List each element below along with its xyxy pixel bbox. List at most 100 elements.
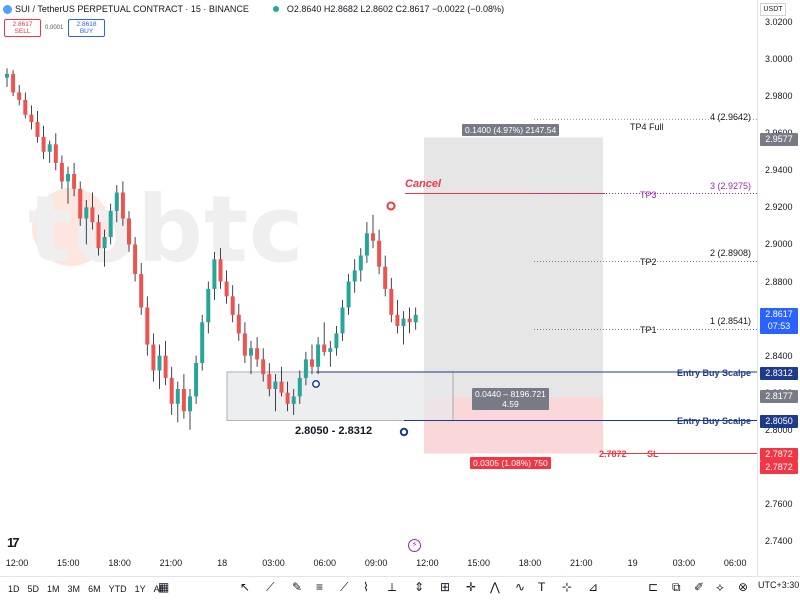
magnet-icon[interactable]: ⟡ <box>716 580 724 594</box>
timeframe-button[interactable]: 1Y <box>134 583 146 594</box>
price-tick: 2.8400 <box>765 350 793 361</box>
tp4-value: 4 (2.9642) <box>710 112 752 122</box>
draw-tool-icon[interactable]: ✎ <box>292 580 303 594</box>
buy-button[interactable]: 2.8618 BUY <box>68 19 105 37</box>
candle-body <box>212 259 217 289</box>
entry1-axis-tag: 2.8312 <box>760 367 798 380</box>
measure-icon[interactable]: ⇕ <box>414 580 425 594</box>
candle-body <box>41 136 46 152</box>
candle-body <box>78 188 83 219</box>
tradingview-logo[interactable]: 17 <box>7 535 20 550</box>
curve-icon[interactable]: ∿ <box>515 580 526 594</box>
timeframe-button[interactable]: 1M <box>47 583 60 594</box>
candle-body <box>230 296 235 315</box>
time-tick: 03:00 <box>672 558 696 568</box>
short-position-icon[interactable]: ⧉ <box>672 580 681 594</box>
sui-coin-icon <box>3 4 12 14</box>
text-icon[interactable]: T <box>538 580 546 594</box>
target-info-label: 0.1400 (4.97%) 2147.54 <box>462 124 560 136</box>
position-info-line2: 4.59 <box>502 399 519 409</box>
timeframe-button[interactable]: 6M <box>88 583 101 594</box>
sl-label: SL <box>647 449 659 459</box>
candle-body <box>200 322 205 364</box>
buy-label: BUY <box>79 28 94 35</box>
candle-body <box>175 389 180 404</box>
ruler-icon[interactable]: ✐ <box>694 580 705 594</box>
candle-body <box>267 374 272 390</box>
candle-body <box>340 307 345 334</box>
pattern-icon[interactable]: ⌇ <box>363 580 369 594</box>
brush-icon[interactable]: ⟋ <box>340 580 349 594</box>
candle-body <box>157 355 162 371</box>
candle-body <box>47 144 52 152</box>
candle-body <box>364 233 369 256</box>
fib-icon[interactable]: ≡ <box>316 580 324 594</box>
forecast-icon[interactable]: ⋀ <box>490 580 500 594</box>
price-chart[interactable] <box>0 0 757 576</box>
sell-button[interactable]: 2.8617 SELL <box>4 19 41 37</box>
crosshair-icon[interactable]: ✛ <box>466 580 477 594</box>
timeframe-button[interactable]: YTD <box>108 583 127 594</box>
timeframe-button[interactable]: 3M <box>67 583 81 594</box>
candle-body <box>72 173 77 189</box>
bottom-toolbar: 1D 5D 1M 3M 6M YTD 1Y All <box>0 576 800 600</box>
buy-price: 2.8618 <box>76 21 97 28</box>
price-tick: 2.8000 <box>765 424 793 435</box>
candle-body <box>35 122 40 137</box>
tp2-value: 2 (2.8908) <box>710 248 752 258</box>
candle-body <box>188 396 192 412</box>
cross-icon[interactable]: ⊹ <box>562 580 573 594</box>
candle-body <box>194 363 199 397</box>
sl-axis-tag-2: 2.7872 <box>760 461 798 474</box>
candle-body <box>23 99 28 115</box>
time-tick: 12:00 <box>416 558 439 568</box>
candle-body <box>242 333 247 356</box>
candle-body <box>383 266 388 289</box>
timezone-selector[interactable]: UTC+3:30 <box>758 580 800 590</box>
candle-body <box>291 396 296 404</box>
candle-body <box>328 348 333 352</box>
price-tick: 2.9400 <box>765 165 793 176</box>
candle-body <box>389 288 394 315</box>
position-info-line1: 0.0440 – 8196.721 <box>475 389 546 399</box>
trendline-icon[interactable]: ⟋ <box>266 580 275 594</box>
time-tick: 12:00 <box>5 558 29 568</box>
tp1-label: TP1 <box>640 325 657 335</box>
candle-body <box>358 255 363 271</box>
time-tick: 21:00 <box>570 558 593 568</box>
candle-body <box>206 288 211 323</box>
time-tick: 18:00 <box>518 558 542 568</box>
candle-body <box>224 281 229 297</box>
position-info-label: 0.0440 – 8196.721 4.59 <box>472 388 549 410</box>
cursor-icon[interactable]: ↖ <box>240 580 251 594</box>
candle-body <box>377 240 382 267</box>
time-tick: 06:00 <box>723 558 747 568</box>
grid-icon[interactable]: ⊞ <box>440 580 451 594</box>
timeframe-button[interactable]: All <box>153 583 164 594</box>
timeframe-button[interactable]: 1D <box>8 583 20 594</box>
time-tick: 19 <box>627 558 638 568</box>
candle-body <box>133 244 138 275</box>
tp1-value: 1 (2.8541) <box>710 316 752 326</box>
entry1-label: Entry Buy Scalpe <box>677 368 752 378</box>
candle-body <box>279 381 284 393</box>
spread-value: 0.0001 <box>45 25 64 31</box>
long-position-icon[interactable]: ⊏ <box>648 580 659 594</box>
candle-body <box>236 314 241 334</box>
calendar-icon[interactable]: ▦ <box>158 580 170 594</box>
candle-body <box>96 222 101 249</box>
symbol-title[interactable]: SUI / TetherUS PERPETUAL CONTRACT · 15 ·… <box>15 4 249 14</box>
currency-selector[interactable]: USDT <box>760 3 786 16</box>
lightning-icon[interactable]: ⚡ <box>408 539 421 552</box>
price-axis[interactable] <box>757 0 800 576</box>
path-icon[interactable]: ⟂ <box>388 580 397 594</box>
candle-body <box>413 314 418 323</box>
sl-axis-tag-1: 2.7872 <box>760 448 798 461</box>
chart-header: SUI / TetherUS PERPETUAL CONTRACT · 15 ·… <box>0 0 757 18</box>
shapes-icon[interactable]: ⊿ <box>588 580 599 594</box>
timeframe-button[interactable]: 5D <box>27 583 40 594</box>
candle-body <box>181 389 186 412</box>
price-tick: 2.7600 <box>765 498 793 509</box>
hide-icon[interactable]: ⊗ <box>738 580 749 594</box>
